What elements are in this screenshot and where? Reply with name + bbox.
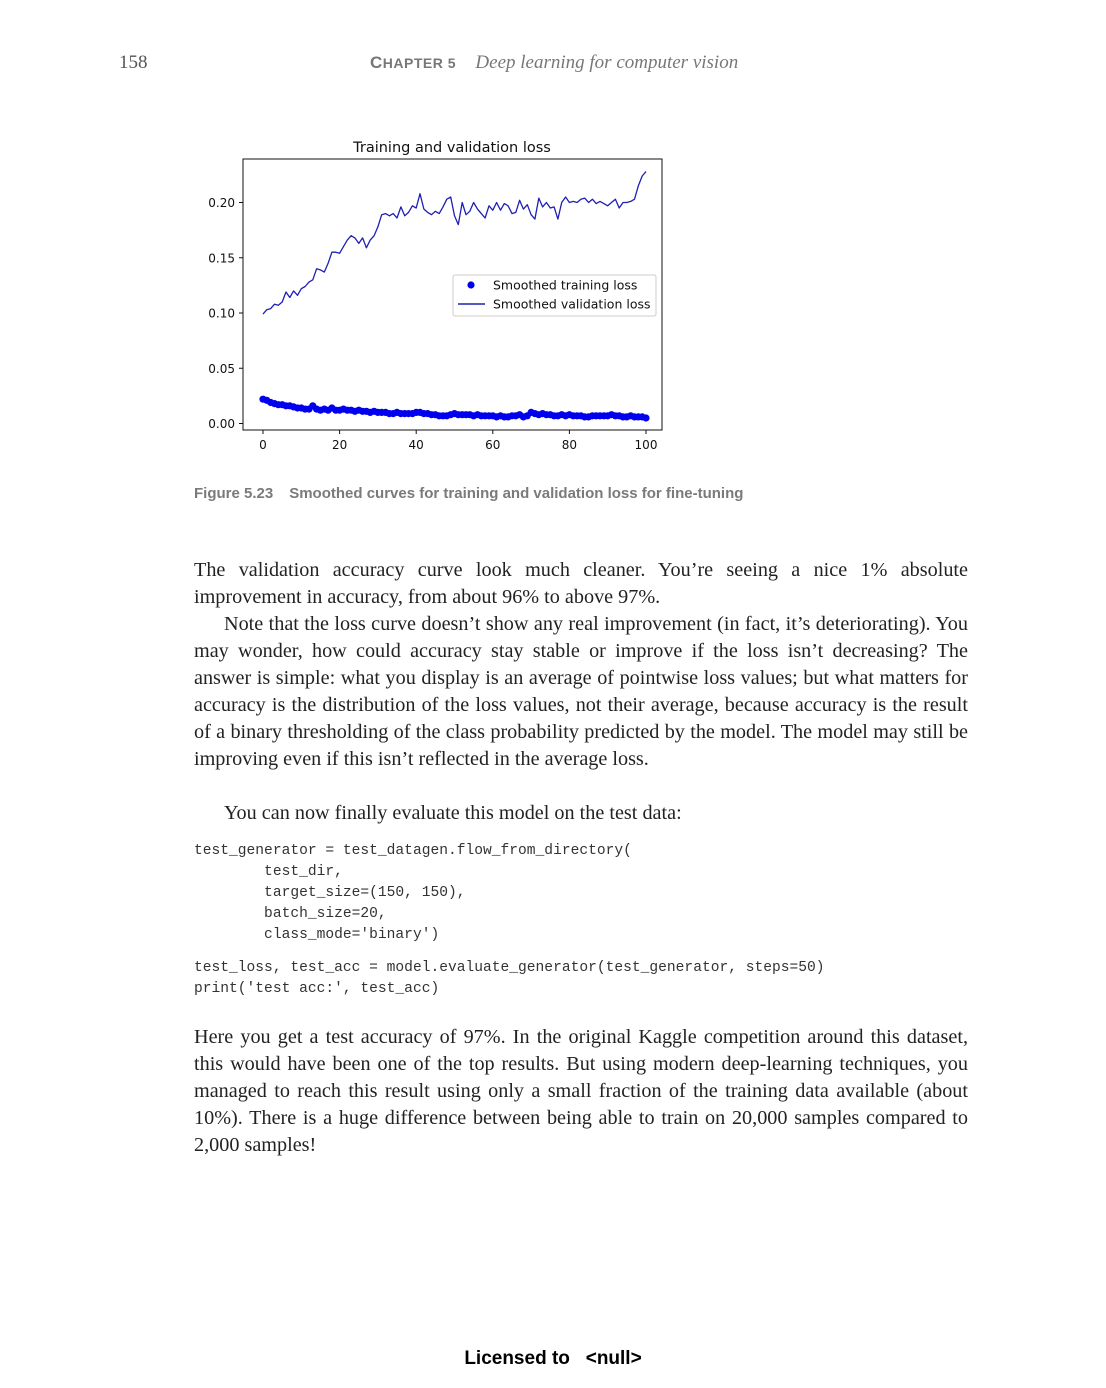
paragraph-1: The validation accuracy curve look much …	[194, 559, 968, 608]
x-tick-label: 80	[562, 438, 577, 452]
legend-label-training: Smoothed training loss	[493, 278, 637, 293]
chart-title: Training and validation loss	[352, 140, 551, 156]
y-tick-label: 0.10	[208, 307, 235, 321]
figure-number: Figure 5.23	[194, 485, 274, 502]
chapter-label-initial: C	[370, 53, 383, 72]
y-axis: 0.00 0.05 0.10 0.15 0.20	[208, 196, 243, 431]
y-tick-label: 0.05	[208, 362, 235, 376]
paragraph-closing: Here you get a test accuracy of 97%. In …	[194, 1026, 968, 1156]
figure-caption-text: Smoothed curves for training and validat…	[289, 485, 744, 502]
running-head: CHAPTER 5 Deep learning for computer vis…	[370, 52, 738, 74]
x-tick-label: 100	[635, 438, 658, 452]
chapter-title: Deep learning for computer vision	[475, 52, 739, 73]
training-loss-point	[642, 414, 650, 422]
y-tick-label: 0.15	[208, 251, 235, 265]
code-block-evaluate: test_loss, test_acc = model.evaluate_gen…	[194, 960, 825, 997]
x-tick-label: 20	[332, 438, 347, 452]
legend-marker-training	[467, 281, 475, 289]
validation-loss-line	[262, 171, 647, 315]
code-block-generator: test_generator = test_datagen.flow_from_…	[194, 843, 632, 943]
x-tick-label: 60	[485, 438, 500, 452]
y-tick-label: 0.20	[208, 196, 235, 210]
chapter-label-rest: HAPTER 5	[382, 55, 457, 71]
page-number: 158	[119, 52, 148, 73]
chart-legend: Smoothed training loss Smoothed validati…	[452, 274, 657, 317]
loss-chart: Training and validation loss 0.00 0.05 0.1…	[208, 140, 663, 452]
plot-frame	[242, 158, 663, 431]
y-tick-label: 0.00	[208, 417, 235, 431]
legend-label-validation: Smoothed validation loss	[493, 297, 651, 312]
plot-area	[259, 171, 650, 422]
x-tick-label: 0	[259, 438, 267, 452]
paragraph-3: You can now finally evaluate this model …	[224, 802, 682, 824]
x-tick-label: 40	[409, 438, 424, 452]
legend-box	[452, 274, 657, 317]
training-loss-series	[259, 395, 650, 422]
paragraph-2: Note that the loss curve doesn’t show an…	[194, 613, 968, 770]
figure-caption: Figure 5.23 Smoothed curves for training …	[194, 485, 743, 502]
license-footer: Licensed to <null>	[464, 1348, 642, 1369]
x-axis: 0 20 40 60 80 100	[259, 430, 657, 452]
chapter-label: CHAPTER 5	[370, 53, 457, 72]
validation-loss-series	[262, 171, 647, 315]
